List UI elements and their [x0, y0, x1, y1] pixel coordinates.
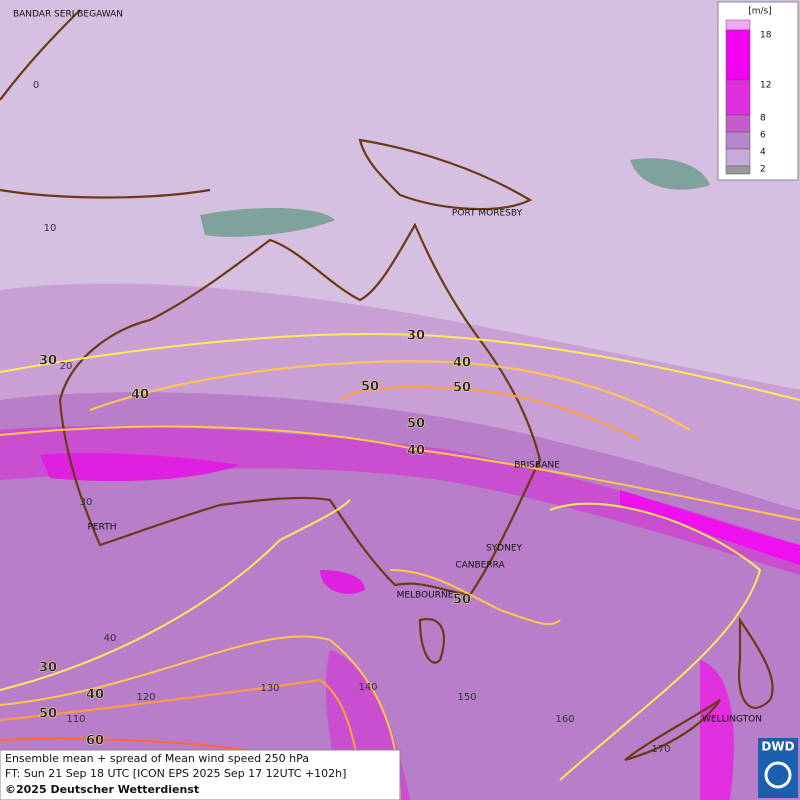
- legend-swatch: [725, 131, 751, 150]
- legend-tick-label: 6: [760, 131, 766, 141]
- legend: [m/s] 18 12 8 6 4 2: [717, 1, 799, 181]
- legend-swatch: [725, 29, 751, 81]
- legend-swatches: 18 12 8 6 4 2: [725, 19, 772, 175]
- legend-tick-label: 12: [760, 81, 771, 91]
- grid-label: 10: [44, 223, 57, 234]
- grid-label: 40: [104, 633, 117, 644]
- place-label: MELBOURNE: [397, 591, 454, 601]
- contour-label: 30: [39, 661, 57, 676]
- grid-label: 20: [60, 361, 73, 372]
- contour-label: 40: [407, 444, 425, 459]
- caption-line: FT: Sun 21 Sep 18 UTC [ICON EPS 2025 Sep…: [5, 767, 346, 780]
- logo-text: DWD: [761, 740, 794, 754]
- caption-line: Ensemble mean + spread of Mean wind spee…: [5, 752, 309, 765]
- grid-label: 0: [33, 80, 39, 91]
- legend-tick-label: 8: [760, 114, 766, 124]
- grid-label: 30: [80, 497, 93, 508]
- contour-label: 50: [39, 707, 57, 722]
- contours: [0, 333, 800, 800]
- legend-swatch: [725, 148, 751, 167]
- grid-label: 110: [66, 714, 85, 725]
- grid-label: 150: [457, 692, 476, 703]
- contour-label: 40: [86, 688, 104, 703]
- grid-label: 130: [260, 683, 279, 694]
- contour-label: 40: [453, 356, 471, 371]
- coastlines: [0, 9, 774, 762]
- contour-label: 50: [407, 417, 425, 432]
- grid-label: 140: [358, 682, 377, 693]
- place-label: SYDNEY: [486, 544, 523, 554]
- grid-label: 170: [651, 744, 670, 755]
- legend-swatch: [725, 19, 751, 31]
- contour-label: 50: [361, 380, 379, 395]
- place-label: PORT MORESBY: [452, 209, 523, 219]
- caption-box: [0, 749, 401, 800]
- legend-swatch: [725, 165, 751, 175]
- legend-tick-label: 2: [760, 165, 766, 175]
- logo: DWD: [758, 738, 798, 798]
- caption-line: ©2025 Deutscher Wetterdienst: [5, 783, 199, 796]
- place-label: BANDAR SERI BEGAWAN: [13, 10, 123, 20]
- place-label: BRISBANE: [514, 461, 560, 471]
- contour-label: 50: [453, 593, 471, 608]
- contour-label: 40: [131, 388, 149, 403]
- contour-label: 30: [39, 354, 57, 369]
- legend-swatch: [725, 79, 751, 116]
- place-label: PERTH: [88, 523, 117, 533]
- legend-swatch: [725, 114, 751, 133]
- grid-label: 120: [136, 692, 155, 703]
- contour-label: 30: [407, 329, 425, 344]
- grid-label: 160: [555, 714, 574, 725]
- wind-shading: [0, 158, 800, 800]
- contour-label: 60: [86, 734, 104, 749]
- logo-swirl: [764, 761, 792, 789]
- caption: Ensemble mean + spread of Mean wind spee…: [0, 749, 401, 800]
- legend-tick-label: 4: [760, 148, 766, 158]
- place-label: WELLINGTON: [702, 715, 762, 725]
- legend-unit: [m/s]: [748, 7, 772, 17]
- place-label: CANBERRA: [455, 561, 505, 571]
- labels: BANDAR SERI BEGAWAN PORT MORESBY BRISBANE P…: [13, 10, 762, 756]
- contour-label: 50: [453, 381, 471, 396]
- legend-tick-label: 18: [760, 31, 772, 41]
